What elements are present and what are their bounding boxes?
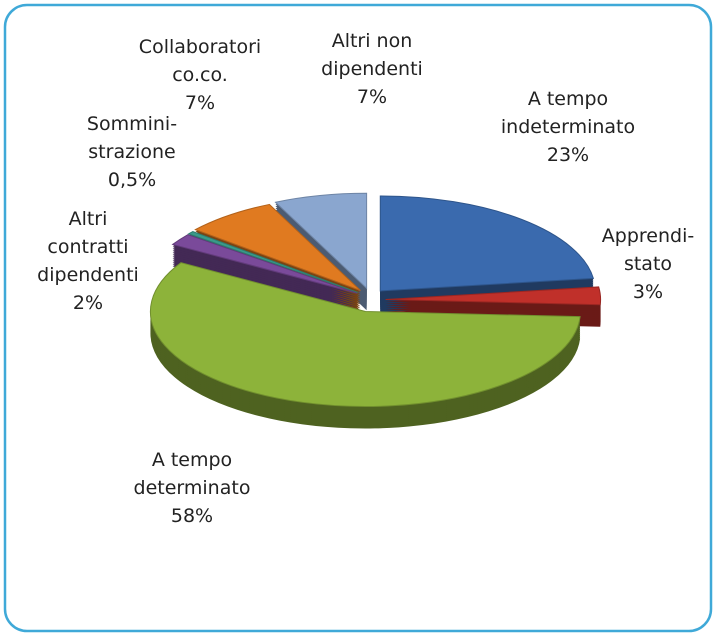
- slice: [274, 192, 368, 290]
- slice-label: A tempo indeterminato: [501, 88, 635, 138]
- slice-label: Collaboratori co.co.: [139, 36, 261, 86]
- value-label: 3%: [633, 281, 663, 303]
- value-label: 7%: [357, 86, 387, 108]
- label-line: A tempo: [528, 88, 608, 110]
- slice: [385, 286, 602, 306]
- label-line: A tempo: [152, 449, 232, 471]
- slice: [379, 195, 595, 292]
- label-line: Collaboratori: [139, 36, 261, 58]
- label-line: Apprendi-: [602, 225, 694, 247]
- slice: [187, 231, 359, 293]
- slice: [194, 203, 361, 291]
- slice-label: A tempo determinato: [134, 449, 251, 499]
- label-line: Altri non: [332, 30, 413, 52]
- label-line: indeterminato: [501, 116, 635, 138]
- label-line: dipendenti: [37, 264, 139, 286]
- slice-label: Altri contratti dipendenti: [37, 208, 139, 286]
- slice: [171, 234, 358, 294]
- value-label: 7%: [185, 92, 215, 114]
- value-label: 23%: [547, 144, 589, 166]
- label-line: strazione: [88, 141, 175, 163]
- label-line: contratti: [47, 236, 128, 258]
- label-line: dipendenti: [321, 58, 423, 80]
- value-label: 0,5%: [108, 169, 156, 191]
- label-line: co.co.: [172, 64, 228, 86]
- slice-label: Altri non dipendenti: [321, 30, 423, 80]
- slice-label: Apprendi-stato: [602, 225, 694, 275]
- label-line: Sommini-: [87, 113, 177, 135]
- slice: [150, 262, 581, 407]
- label-line: Altri: [69, 208, 108, 230]
- value-label: 2%: [73, 292, 103, 314]
- label-line: stato: [624, 253, 672, 275]
- label-line: determinato: [134, 477, 251, 499]
- slice-label: Sommini-strazione: [87, 113, 177, 163]
- value-label: 58%: [171, 505, 213, 527]
